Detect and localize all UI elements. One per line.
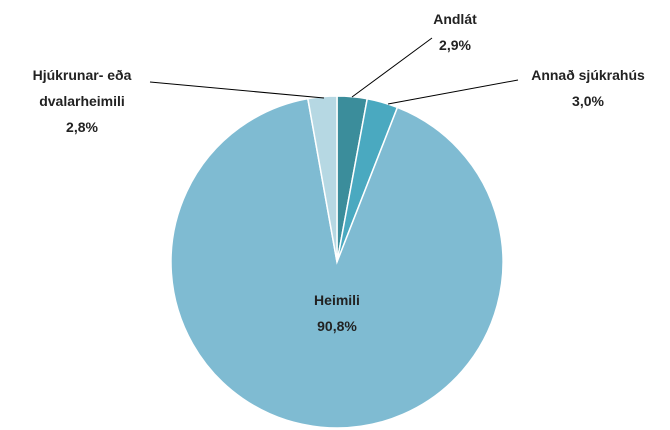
value-label: 90,8% — [317, 318, 357, 334]
value-label: 2,9% — [439, 37, 471, 53]
category-label: Hjúkrunar- eða dvalarheimili — [32, 67, 132, 109]
value-label: 2,8% — [66, 119, 98, 135]
category-label: Andlát — [433, 11, 477, 27]
category-label: Heimili — [314, 292, 360, 308]
value-label: 3,0% — [572, 93, 604, 109]
pie-slice — [170, 97, 504, 429]
leader-line — [351, 37, 433, 98]
category-label: Annað sjúkrahús — [531, 67, 645, 83]
leader-line — [387, 79, 519, 105]
leader-line — [149, 81, 325, 99]
pie-slice — [306, 95, 338, 263]
